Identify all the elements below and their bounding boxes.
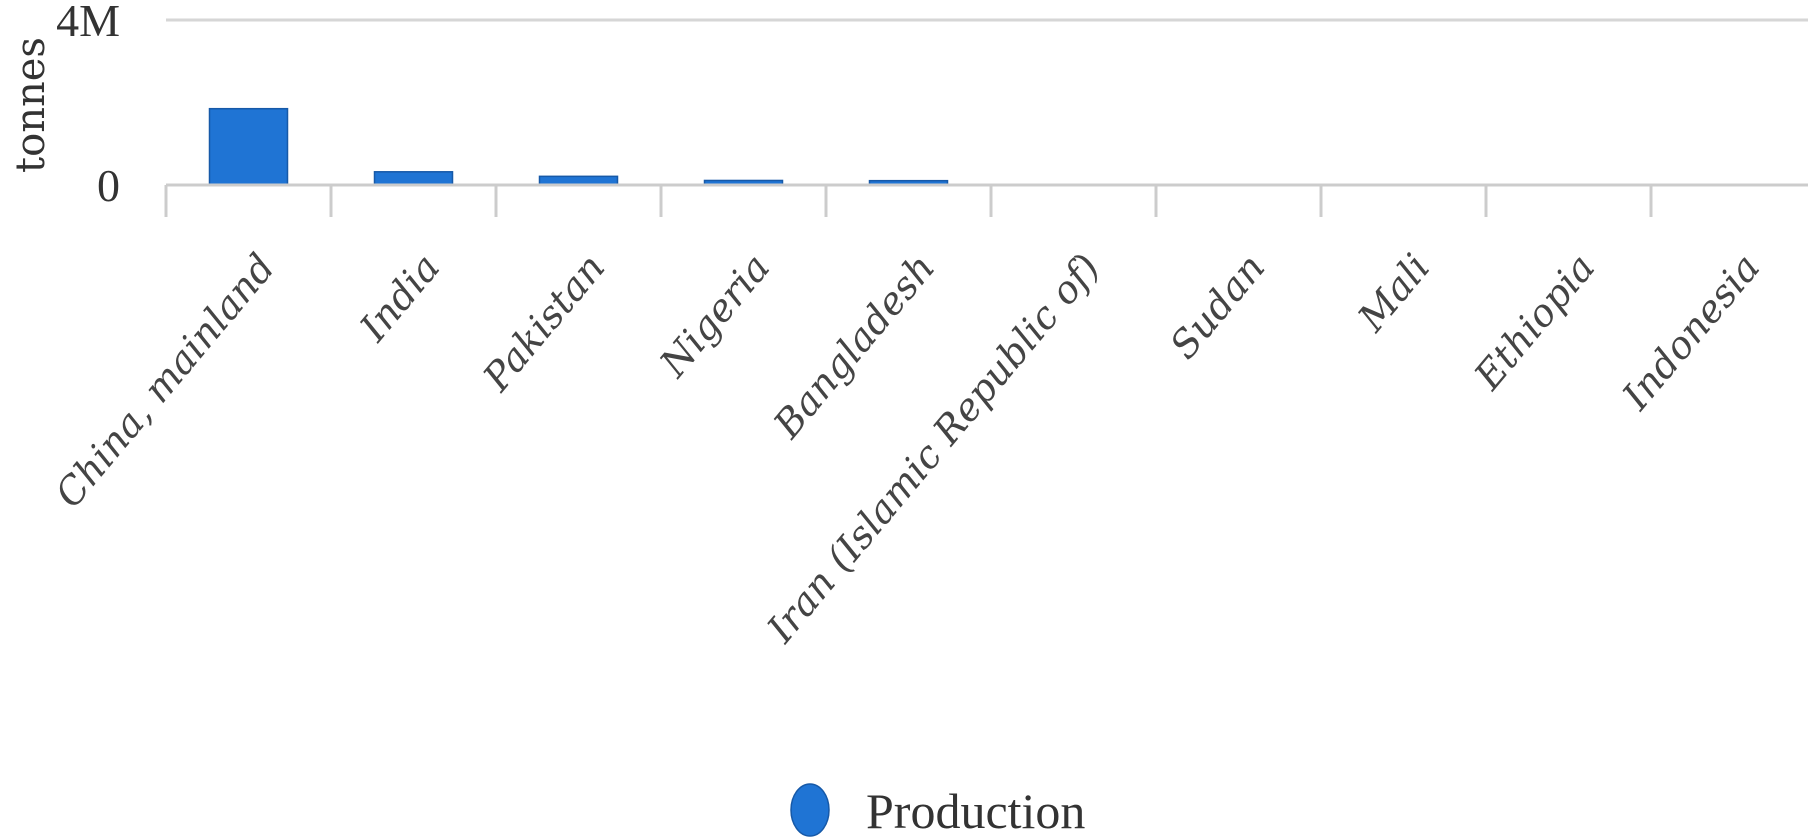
- x-tick-label: Mali: [1349, 246, 1439, 341]
- x-tick-label: Indonesia: [1613, 246, 1768, 419]
- x-tick-label: Ethiopia: [1465, 246, 1603, 399]
- legend[interactable]: Production: [790, 783, 1085, 838]
- bar-india[interactable]: [373, 171, 454, 186]
- bars: [208, 107, 1774, 186]
- x-axis: [164, 183, 1808, 217]
- y-axis-title: tonnes: [8, 37, 54, 173]
- legend-marker-production: [790, 783, 830, 837]
- x-tick-label: Bangladesh: [764, 246, 943, 447]
- x-tick-label: Sudan: [1161, 246, 1273, 368]
- x-tick-label: Iran (Islamic Republic of): [758, 246, 1108, 652]
- x-tick-label: Pakistan: [474, 246, 614, 400]
- x-tick-label: Nigeria: [651, 246, 779, 386]
- x-tick-label: China, mainland: [47, 246, 284, 516]
- y-axis-ticks: 0 4M: [56, 0, 120, 211]
- y-tick-label: 0: [97, 160, 120, 211]
- x-tick-label: India: [351, 246, 449, 351]
- legend-label-production: Production: [866, 783, 1085, 838]
- bar-china-mainland[interactable]: [208, 107, 289, 186]
- x-axis-ticks: China, mainland India Pakistan NigeriaBangl…: [47, 246, 1769, 652]
- y-tick-label: 4M: [56, 0, 120, 46]
